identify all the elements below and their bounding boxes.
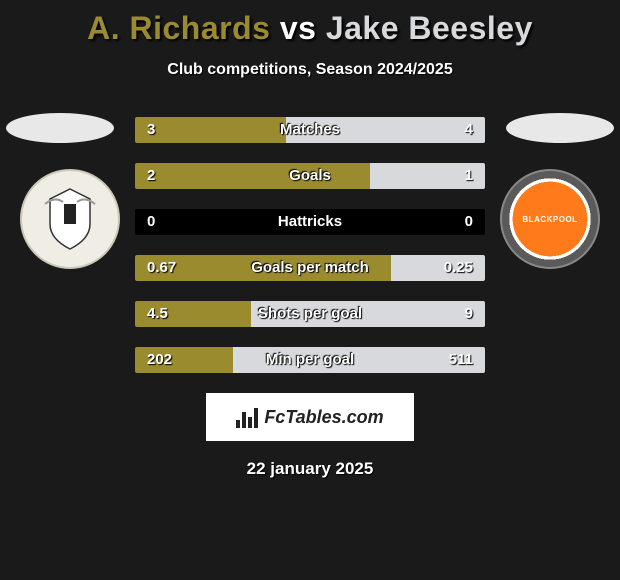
stat-bars: 34Matches 21Goals 00Hattricks 0.670.25Goals…	[135, 117, 485, 373]
page-title: A. Richards vs Jake Beesley	[0, 0, 620, 47]
title-left-player: A. Richards	[87, 10, 270, 46]
shield-crest-icon	[35, 184, 105, 254]
comparison-area: BLACKPOOL 34Matches 21Goals 00Hattricks 0.6…	[0, 117, 620, 373]
bar-label: Hattricks	[135, 209, 485, 235]
stat-bar-row: 202511Min per goal	[135, 347, 485, 373]
date-label: 22 january 2025	[0, 459, 620, 479]
title-vs: vs	[280, 10, 317, 46]
bar-label: Goals	[135, 163, 485, 189]
right-club-oval	[506, 113, 614, 143]
bar-label: Matches	[135, 117, 485, 143]
branding-box: FcTables.com	[206, 393, 414, 441]
stat-bar-row: 00Hattricks	[135, 209, 485, 235]
stat-bar-row: 21Goals	[135, 163, 485, 189]
stat-bar-row: 4.59Shots per goal	[135, 301, 485, 327]
subtitle: Club competitions, Season 2024/2025	[0, 61, 620, 79]
title-right-player: Jake Beesley	[326, 10, 533, 46]
stat-bar-row: 0.670.25Goals per match	[135, 255, 485, 281]
bar-label: Goals per match	[135, 255, 485, 281]
bar-label: Shots per goal	[135, 301, 485, 327]
right-crest-text: BLACKPOOL	[522, 215, 577, 224]
comparison-infographic: A. Richards vs Jake Beesley Club competi…	[0, 0, 620, 479]
branding-text: FcTables.com	[264, 407, 383, 428]
left-club-oval	[6, 113, 114, 143]
left-club-crest	[20, 169, 120, 269]
bar-label: Min per goal	[135, 347, 485, 373]
stat-bar-row: 34Matches	[135, 117, 485, 143]
bar-chart-icon	[236, 406, 258, 428]
right-club-crest: BLACKPOOL	[500, 169, 600, 269]
